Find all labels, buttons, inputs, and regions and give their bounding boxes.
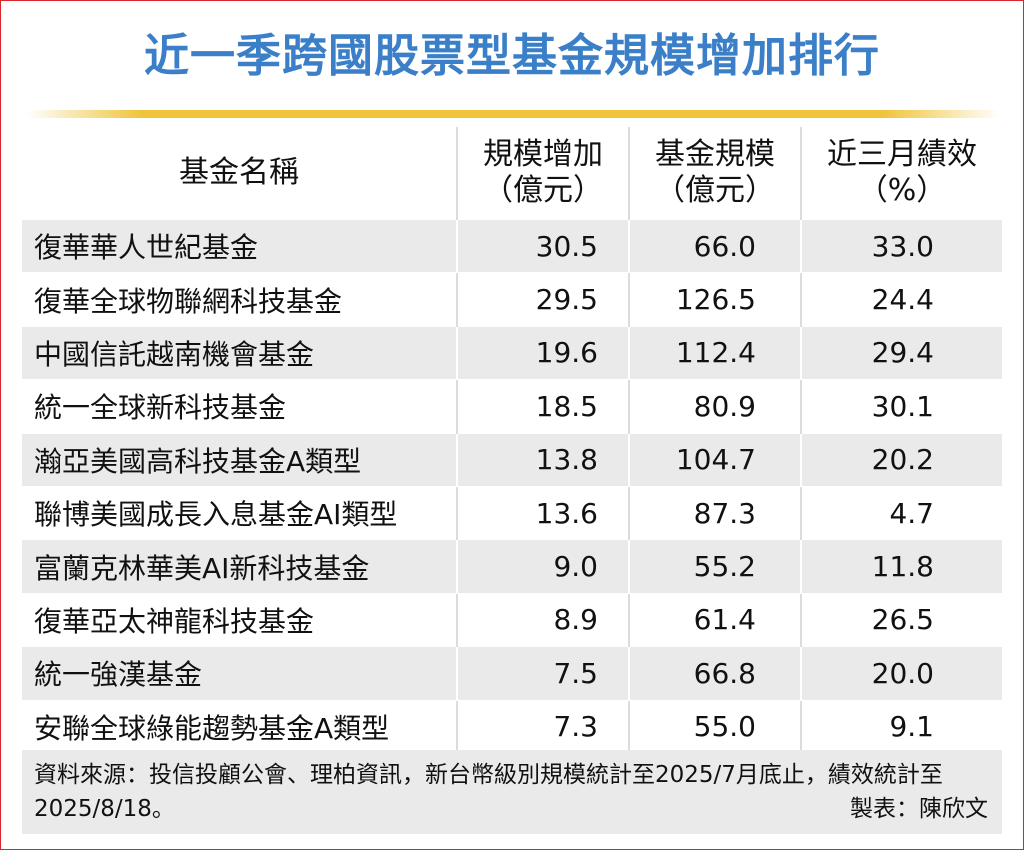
col-header-size-line1: 基金規模 xyxy=(655,137,775,172)
performance-value-cell: 11.8 xyxy=(800,539,1002,594)
col-header-increase-line2: （億元） xyxy=(483,173,603,208)
col-header-increase-line1: 規模增加 xyxy=(483,137,603,172)
table-row: 聯博美國成長入息基金AI類型 13.6 87.3 4.7 xyxy=(22,485,1002,540)
table-maker-credit: 製表：陳欣文 xyxy=(850,796,988,822)
fund-size-value-cell: 87.3 xyxy=(628,485,801,540)
increase-value-cell: 13.6 xyxy=(456,485,629,540)
table-body: 復華華人世紀基金 30.5 66.0 33.0 復華全球物聯網科技基金 29.5 126.5… xyxy=(22,218,1002,753)
fund-name-cell: 統一全球新科技基金 xyxy=(22,379,457,434)
table-row: 中國信託越南機會基金 19.6 112.4 29.4 xyxy=(22,325,1002,380)
increase-value-cell: 8.9 xyxy=(456,592,629,647)
header-row: 基金名稱 規模增加 （億元） 基金規模 （億元） 近三月績效 （%） xyxy=(22,127,1002,220)
table-row: 復華亞太神龍科技基金 8.9 61.4 26.5 xyxy=(22,592,1002,647)
fund-name-cell: 中國信託越南機會基金 xyxy=(22,325,457,380)
col-header-performance-line1: 近三月績效 xyxy=(827,137,977,172)
increase-value-cell: 9.0 xyxy=(456,539,629,594)
col-header-fund-name: 基金名稱 xyxy=(22,127,457,220)
increase-value-cell: 30.5 xyxy=(456,218,629,273)
fund-size-value-cell: 55.0 xyxy=(628,699,801,753)
fund-name-cell: 統一強漢基金 xyxy=(22,646,457,701)
title-underline xyxy=(26,110,1000,118)
increase-value-cell: 13.8 xyxy=(456,432,629,487)
col-header-fund-name-line1: 基金名稱 xyxy=(179,155,299,190)
source-note: 資料來源：投信投顧公會、理柏資訊，新台幣級別規模統計至2025/7月底止，績效統… xyxy=(34,762,943,822)
table-row: 瀚亞美國高科技基金A類型 13.8 104.7 20.2 xyxy=(22,432,1002,487)
increase-value-cell: 7.5 xyxy=(456,646,629,701)
fund-size-value-cell: 66.8 xyxy=(628,646,801,701)
performance-value-cell: 24.4 xyxy=(800,272,1002,327)
footnote-box: 資料來源：投信投顧公會、理柏資訊，新台幣級別規模統計至2025/7月底止，績效統… xyxy=(22,750,1002,834)
chart-title: 近一季跨國股票型基金規模增加排行 xyxy=(143,29,880,82)
fund-name-cell: 富蘭克林華美AI新科技基金 xyxy=(22,539,457,594)
col-header-performance-line2: （%） xyxy=(857,173,947,208)
fund-ranking-table: 基金名稱 規模增加 （億元） 基金規模 （億元） 近三月績效 （%） 復華華人世… xyxy=(22,127,1002,753)
performance-value-cell: 9.1 xyxy=(800,699,1002,753)
table-row: 統一強漢基金 7.5 66.8 20.0 xyxy=(22,646,1002,701)
fund-name-cell: 瀚亞美國高科技基金A類型 xyxy=(22,432,457,487)
col-header-size: 基金規模 （億元） xyxy=(628,127,801,220)
fund-size-value-cell: 104.7 xyxy=(628,432,801,487)
fund-size-value-cell: 61.4 xyxy=(628,592,801,647)
fund-name-cell: 復華全球物聯網科技基金 xyxy=(22,272,457,327)
fund-size-value-cell: 112.4 xyxy=(628,325,801,380)
table-row: 安聯全球綠能趨勢基金A類型 7.3 55.0 9.1 xyxy=(22,699,1002,753)
increase-value-cell: 19.6 xyxy=(456,325,629,380)
fund-name-cell: 安聯全球綠能趨勢基金A類型 xyxy=(22,699,457,753)
performance-value-cell: 20.2 xyxy=(800,432,1002,487)
table-row: 統一全球新科技基金 18.5 80.9 30.1 xyxy=(22,379,1002,434)
increase-value-cell: 18.5 xyxy=(456,379,629,434)
fund-size-value-cell: 126.5 xyxy=(628,272,801,327)
fund-name-cell: 復華華人世紀基金 xyxy=(22,218,457,273)
performance-value-cell: 4.7 xyxy=(800,485,1002,540)
performance-value-cell: 30.1 xyxy=(800,379,1002,434)
table-row: 復華華人世紀基金 30.5 66.0 33.0 xyxy=(22,218,1002,273)
performance-value-cell: 20.0 xyxy=(800,646,1002,701)
fund-size-value-cell: 55.2 xyxy=(628,539,801,594)
increase-value-cell: 29.5 xyxy=(456,272,629,327)
fund-name-cell: 復華亞太神龍科技基金 xyxy=(22,592,457,647)
fund-size-value-cell: 66.0 xyxy=(628,218,801,273)
table-row: 復華全球物聯網科技基金 29.5 126.5 24.4 xyxy=(22,272,1002,327)
performance-value-cell: 26.5 xyxy=(800,592,1002,647)
col-header-increase: 規模增加 （億元） xyxy=(456,127,629,220)
table-row: 富蘭克林華美AI新科技基金 9.0 55.2 11.8 xyxy=(22,539,1002,594)
col-header-size-line2: （億元） xyxy=(655,173,775,208)
performance-value-cell: 33.0 xyxy=(800,218,1002,273)
fund-name-cell: 聯博美國成長入息基金AI類型 xyxy=(22,485,457,540)
fund-size-value-cell: 80.9 xyxy=(628,379,801,434)
col-header-performance: 近三月績效 （%） xyxy=(800,127,1002,220)
performance-value-cell: 29.4 xyxy=(800,325,1002,380)
increase-value-cell: 7.3 xyxy=(456,699,629,753)
